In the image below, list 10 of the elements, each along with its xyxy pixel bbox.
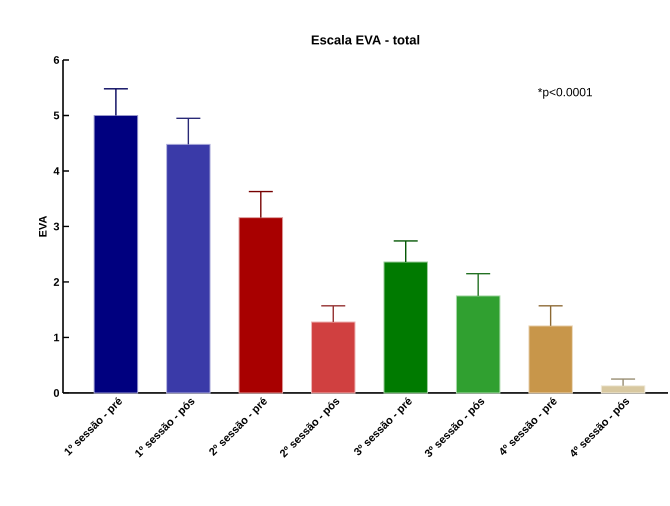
y-tick-label: 1 <box>54 334 60 342</box>
annotation: *p<0.0001 <box>538 88 592 99</box>
chart-title: Escala EVA - total <box>312 35 420 45</box>
y-tick-label: 3 <box>54 222 60 230</box>
y-tick-label: 0 <box>54 389 60 397</box>
y-tick-label: 6 <box>54 56 60 64</box>
y-tick-label: 2 <box>54 278 60 286</box>
y-tick-label: 5 <box>54 112 60 120</box>
y-tick-label: 4 <box>54 167 60 175</box>
y-axis-title: EVA <box>39 216 47 237</box>
